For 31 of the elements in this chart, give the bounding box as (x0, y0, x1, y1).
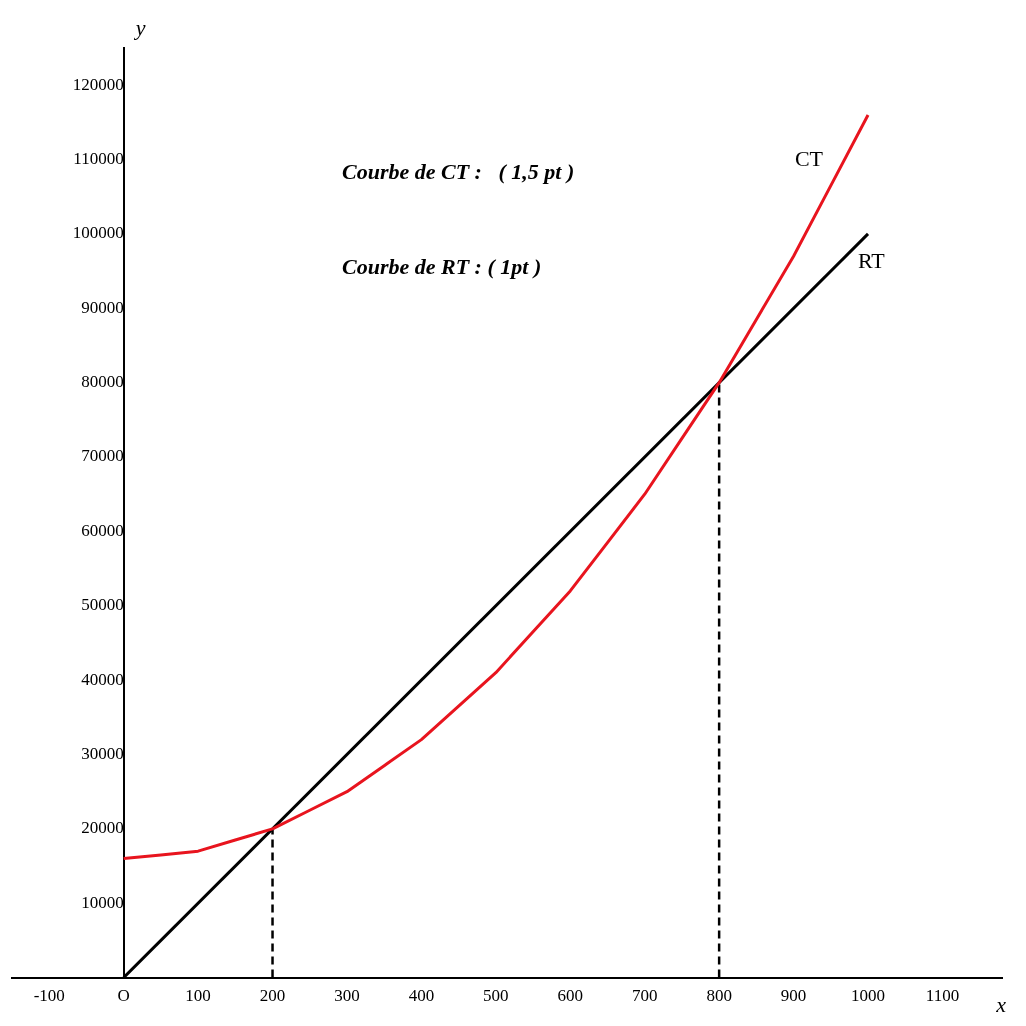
y-tick-label: 110000 (73, 149, 124, 169)
x-tick-label: 1000 (851, 986, 886, 1006)
y-tick-label: 20000 (81, 818, 124, 838)
x-tick-label: 500 (483, 986, 509, 1006)
y-tick-label: 120000 (72, 74, 124, 94)
x-tick-label: -100 (33, 986, 65, 1006)
x-tick-label: 900 (780, 986, 807, 1006)
y-tick-label: 80000 (81, 372, 124, 392)
x-tick-label: O (117, 986, 130, 1006)
y-tick-label: 30000 (81, 743, 124, 763)
x-tick-label: 1100 (925, 986, 960, 1006)
x-tick-label: 100 (185, 986, 211, 1006)
x-tick-label: 200 (259, 986, 286, 1006)
y-tick-label: 50000 (81, 595, 124, 615)
x-tick-label: 800 (706, 986, 732, 1006)
annotation: Courbe de CT : ( 1,5 pt ) (342, 158, 575, 184)
series-label: RT (858, 247, 886, 273)
x-tick-label: 400 (408, 986, 435, 1006)
y-tick-label: 40000 (81, 669, 124, 689)
y-tick-label: 70000 (81, 446, 124, 466)
y-tick-label: 10000 (81, 892, 124, 912)
y-tick-label: 100000 (72, 223, 124, 243)
y-axis-title: y (133, 14, 146, 40)
y-tick-label: 90000 (81, 297, 124, 317)
annotation: Courbe de RT : ( 1pt ) (342, 253, 542, 279)
x-tick-label: 300 (334, 986, 360, 1006)
x-axis-title: x (995, 992, 1007, 1018)
x-tick-label: 700 (631, 986, 658, 1006)
series-label: CT (794, 145, 824, 171)
y-tick-label: 60000 (81, 520, 124, 540)
x-tick-label: 600 (557, 986, 584, 1006)
